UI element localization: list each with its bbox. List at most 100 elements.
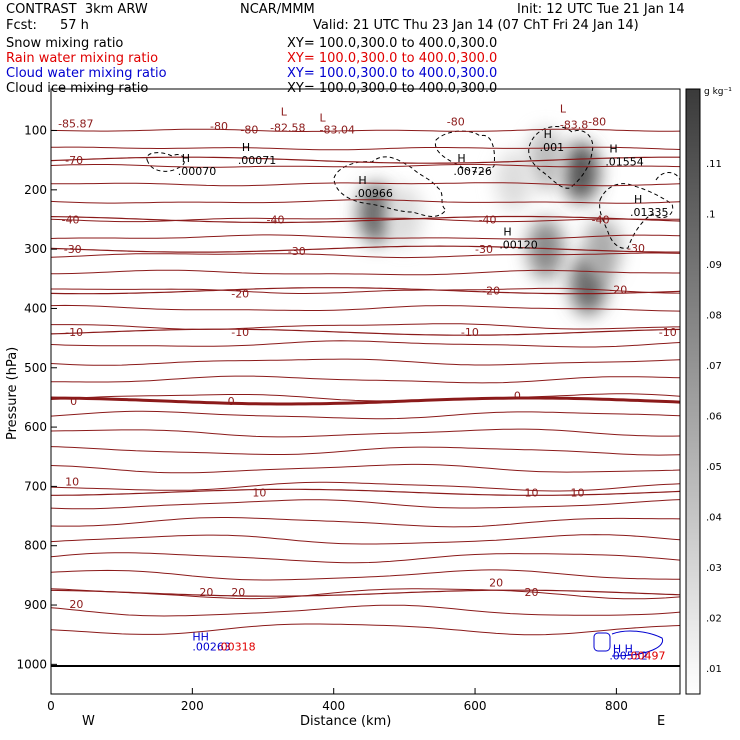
extremum-H-0: H <box>182 152 190 165</box>
x-tick-label-2: 400 <box>322 699 345 713</box>
field-snow-xy: XY= 100.0,300.0 to 400.0,300.0 <box>287 36 498 51</box>
isotherm-line-8 <box>51 269 680 276</box>
extremum-L-8: L <box>320 112 327 125</box>
isotherm-line-10 <box>51 304 680 312</box>
isotherm-line-1 <box>51 146 680 151</box>
west-label: W <box>82 714 95 729</box>
extremum-value-4: .001 <box>540 141 565 154</box>
contour-label-30: 10 <box>570 486 584 499</box>
isotherm-line-11 <box>51 323 680 330</box>
isotherm--70 <box>51 156 680 164</box>
x-tick-label-3: 600 <box>464 699 487 713</box>
contour-label-25: 0 <box>228 395 235 408</box>
extremum-H-7: H <box>503 225 511 238</box>
isotherm-line-17 <box>51 428 680 438</box>
colorbar-label-4: .07 <box>706 361 722 372</box>
colorbar-label-3: .08 <box>706 311 722 322</box>
extremum-H-1: H <box>242 141 250 154</box>
contour-label-23: -10 <box>659 326 677 339</box>
isotherm-line-5 <box>51 217 680 223</box>
y-tick-label-0: 100 <box>24 124 47 138</box>
field-cloudwater-xy: XY= 100.0,300.0 to 400.0,300.0 <box>287 66 498 81</box>
extremum-value-7: .00120 <box>499 238 537 251</box>
contour-label-21: -10 <box>231 326 249 339</box>
isotherm-line-9 <box>51 287 680 294</box>
contour-label-17: -20 <box>231 288 249 301</box>
valid-time: Valid: 21 UTC Thu 23 Jan 14 (07 ChT Fri … <box>313 18 639 33</box>
contour-label-31: 20 <box>69 598 83 611</box>
field-cloudwater-label: Cloud water mixing ratio <box>6 66 167 81</box>
colorbar-label-2: .09 <box>706 260 722 271</box>
x-tick-label-0: 0 <box>47 699 55 713</box>
contour-label-8: -70 <box>65 154 83 167</box>
extremum-H-6: H <box>634 193 642 206</box>
contour-label-22: -10 <box>461 326 479 339</box>
x-axis-title: Distance (km) <box>300 714 391 729</box>
surface-label-3: H H <box>613 642 633 655</box>
surface-extrema-labels: HH.00263.00318 H H.00552.00497 <box>192 631 665 663</box>
extremum-L-9: L <box>281 106 288 119</box>
isotherm-line-19 <box>51 463 680 474</box>
extremum-value-1: .00071 <box>238 154 277 167</box>
isotherm-line-6 <box>51 234 680 240</box>
y-tick-label-2: 300 <box>24 242 47 256</box>
extremum-L-10: L <box>560 103 567 116</box>
contour-label-27: 10 <box>65 476 79 489</box>
colorbar-label-1: .1 <box>706 210 716 221</box>
contour-label-0: -85.87 <box>58 117 93 130</box>
contour-label-6: -83.04 <box>320 123 355 136</box>
isotherm-line-16 <box>51 410 680 420</box>
org-title: NCAR/MMM <box>240 2 315 17</box>
contour-label-34: 20 <box>489 576 503 589</box>
contour-label-20: -10 <box>65 326 83 339</box>
field-snow-label: Snow mixing ratio <box>6 36 124 51</box>
surface-label-1: .00263 <box>192 641 231 654</box>
colorbar-label-5: .06 <box>706 412 722 423</box>
extremum-H-3: H <box>457 152 465 165</box>
contour-labels: -85.87 -80 -80 -80 -80 -82.58 -83.04 -83.8 -70 -4… <box>58 116 677 611</box>
isotherm-line-12 <box>51 340 680 348</box>
isotherm-line-18 <box>51 446 680 456</box>
isotherm-line-22 <box>51 517 680 528</box>
shaded-cell-6 <box>584 219 621 280</box>
isotherm-line-27 <box>51 604 680 617</box>
contour-label-3: -80 <box>447 116 465 129</box>
x-tick-label-1: 200 <box>181 699 204 713</box>
isotherm--30 <box>51 245 680 253</box>
isotherm-line-0 <box>51 128 680 132</box>
extremum-value-5: .01554 <box>605 155 644 168</box>
isotherm--40 <box>51 215 680 224</box>
y-tick-label-4: 500 <box>24 361 47 375</box>
isotherm-20 <box>51 589 680 597</box>
colorbar-gradient <box>685 88 701 695</box>
y-tick-label-1: 200 <box>24 183 47 197</box>
colorbar-label-10: .01 <box>706 664 722 675</box>
contour-label-4: -80 <box>588 116 606 129</box>
extremum-value-6: .01335 <box>630 206 669 219</box>
x-tick-label-4: 800 <box>605 699 628 713</box>
isotherm-0 <box>51 396 680 406</box>
contour-label-26: 0 <box>514 390 521 403</box>
forecast-hours: 57 h <box>60 18 89 33</box>
init-time: Init: 12 UTC Tue 21 Jan 14 <box>517 2 685 17</box>
contour-label-32: 20 <box>199 586 213 599</box>
isotherm-line-24 <box>51 552 680 564</box>
isotherm-line-2 <box>51 163 680 168</box>
contour-label-1: -80 <box>210 120 228 133</box>
surface-label-2: .00318 <box>217 641 256 654</box>
isotherm-line-21 <box>51 499 680 510</box>
contour-label-11: -40 <box>479 213 497 226</box>
y-tick-label-7: 800 <box>24 539 47 553</box>
isotherm-line-3 <box>51 182 680 187</box>
isotherm-line-4 <box>51 199 680 204</box>
colorbar-label-6: .05 <box>706 462 722 473</box>
temperature-contours <box>51 128 680 636</box>
y-axis-title: Pressure (hPa) <box>5 347 20 440</box>
colorbar-label-7: .04 <box>706 513 722 524</box>
y-tick-label-9: 1000 <box>16 657 47 671</box>
y-axis: 100 200 300 400 500 600 700 800 900 1000 <box>16 124 57 671</box>
forecast-label: Fcst: <box>6 18 37 33</box>
isotherm-line-25 <box>51 569 680 581</box>
